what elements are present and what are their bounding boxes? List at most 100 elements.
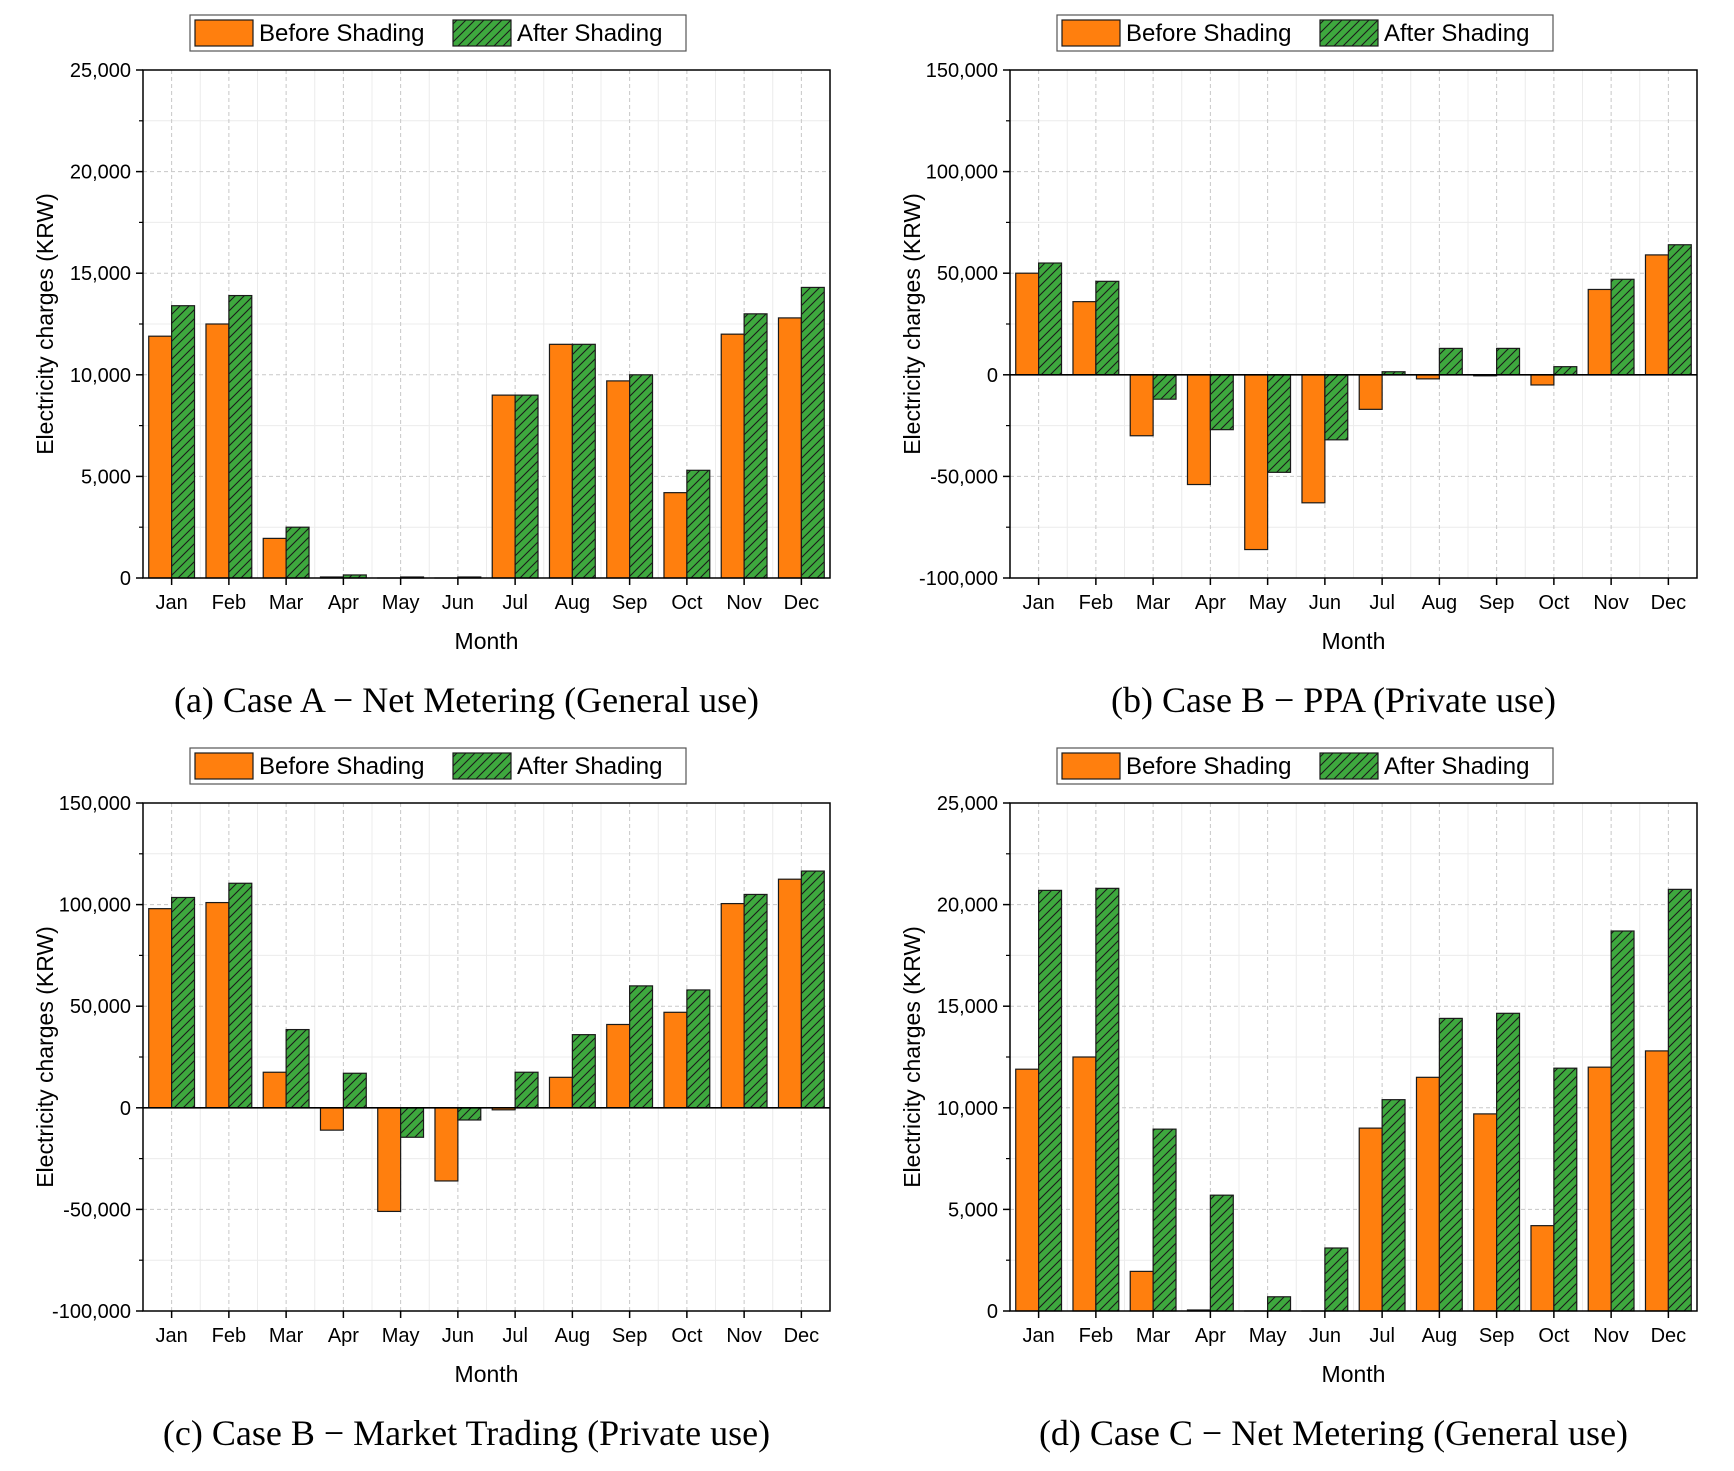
bar-after-shading-apr (1210, 1195, 1233, 1311)
bar-after-shading-jan (1039, 890, 1062, 1311)
bar-after-shading-may (1268, 375, 1291, 473)
x-tick-label: Jul (502, 1325, 528, 1347)
x-tick-label: May (1249, 1325, 1287, 1347)
y-tick-label: 150,000 (926, 60, 998, 82)
bar-before-shading-feb (206, 324, 229, 578)
x-tick-label: Dec (1651, 1325, 1687, 1347)
bar-after-shading-mar (286, 1030, 309, 1108)
x-tick-label: Mar (269, 1325, 304, 1347)
y-tick-label: -100,000 (52, 1301, 131, 1323)
x-tick-label: Jan (1023, 592, 1055, 614)
y-tick-label: 25,000 (937, 793, 998, 815)
y-tick-label: 15,000 (70, 263, 131, 285)
bar-after-shading-mar (286, 527, 309, 578)
bar-before-shading-mar (263, 538, 286, 578)
bar-after-shading-sep (1497, 348, 1520, 374)
y-tick-label: 0 (987, 365, 998, 387)
bar-before-shading-oct (1531, 375, 1554, 385)
bar-before-shading-feb (206, 903, 229, 1108)
bar-after-shading-sep (1497, 1013, 1520, 1311)
bar-after-shading-may (1268, 1297, 1291, 1311)
bar-before-shading-sep (607, 381, 630, 578)
bar-before-shading-jan (1016, 273, 1039, 375)
bar-before-shading-oct (664, 1012, 687, 1108)
bar-after-shading-oct (687, 470, 710, 578)
x-tick-label: Feb (1079, 1325, 1113, 1347)
y-tick-label: 10,000 (937, 1098, 998, 1120)
legend-swatch-before (195, 20, 253, 46)
x-axis-title: Month (455, 628, 519, 654)
bar-before-shading-jan (149, 909, 172, 1108)
chart-caption: (b) Case B − PPA (Private use) (1111, 680, 1556, 720)
y-tick-label: 50,000 (937, 263, 998, 285)
legend-label-after: After Shading (1384, 20, 1529, 47)
bar-after-shading-dec (1668, 889, 1691, 1311)
y-tick-label: 50,000 (70, 996, 131, 1018)
x-tick-label: Feb (212, 592, 246, 614)
bar-before-shading-dec (778, 318, 801, 578)
chart-caption: (d) Case C − Net Metering (General use) (1039, 1413, 1628, 1453)
x-tick-label: Apr (1195, 1325, 1226, 1347)
y-tick-label: 20,000 (937, 895, 998, 917)
bar-before-shading-oct (664, 493, 687, 578)
bar-after-shading-oct (687, 990, 710, 1108)
x-tick-label: Aug (1422, 592, 1458, 614)
x-tick-label: Jul (1369, 1325, 1395, 1347)
bar-after-shading-apr (1210, 375, 1233, 430)
bar-after-shading-dec (801, 871, 824, 1108)
x-tick-label: May (382, 1325, 420, 1347)
y-tick-label: 10,000 (70, 365, 131, 387)
bar-before-shading-aug (549, 1077, 572, 1107)
y-tick-label: 150,000 (59, 793, 131, 815)
x-tick-label: Apr (1195, 592, 1226, 614)
x-tick-label: Aug (1422, 1325, 1458, 1347)
x-tick-label: Apr (328, 1325, 359, 1347)
legend-swatch-after (453, 20, 511, 46)
bar-before-shading-jul (1359, 375, 1382, 410)
bar-after-shading-oct (1554, 1068, 1577, 1311)
bar-before-shading-jan (1016, 1069, 1039, 1311)
legend-swatch-after (453, 753, 511, 779)
bar-before-shading-oct (1531, 1226, 1554, 1311)
bar-before-shading-dec (1645, 1051, 1668, 1311)
bar-before-shading-apr (1187, 375, 1210, 485)
bar-before-shading-dec (778, 879, 801, 1108)
bar-after-shading-apr (343, 1073, 366, 1108)
bar-after-shading-oct (1554, 367, 1577, 375)
bar-after-shading-jun (1325, 1248, 1348, 1311)
bar-before-shading-mar (1130, 375, 1153, 436)
bar-before-shading-may (1245, 375, 1268, 550)
bar-before-shading-nov (1588, 289, 1611, 374)
x-axis-title: Month (1322, 1361, 1386, 1387)
x-axis-title: Month (455, 1361, 519, 1387)
bar-after-shading-nov (1611, 279, 1634, 375)
bar-after-shading-aug (572, 344, 595, 578)
bar-after-shading-jul (515, 1072, 538, 1108)
bar-after-shading-mar (1153, 375, 1176, 399)
bar-after-shading-feb (229, 883, 252, 1108)
legend-swatch-before (1062, 20, 1120, 46)
x-tick-label: Jul (1369, 592, 1395, 614)
x-tick-label: Sep (1479, 1325, 1515, 1347)
x-tick-label: Nov (726, 1325, 762, 1347)
bar-before-shading-feb (1073, 1057, 1096, 1311)
x-tick-label: Jun (1309, 592, 1341, 614)
bar-after-shading-aug (572, 1035, 595, 1108)
bar-before-shading-mar (263, 1072, 286, 1108)
bar-after-shading-aug (1439, 1018, 1462, 1311)
bar-after-shading-dec (1668, 245, 1691, 375)
bar-after-shading-jun (458, 1108, 481, 1120)
chart-caption: (c) Case B − Market Trading (Private use… (163, 1413, 770, 1453)
bar-after-shading-jul (515, 395, 538, 578)
y-tick-label: 100,000 (59, 895, 131, 917)
bar-before-shading-sep (607, 1024, 630, 1107)
x-tick-label: Mar (1136, 1325, 1171, 1347)
x-tick-label: Oct (1538, 1325, 1570, 1347)
y-axis-title: Electricity charges (KRW) (32, 193, 58, 455)
legend-swatch-before (1062, 753, 1120, 779)
legend-swatch-before (195, 753, 253, 779)
x-axis-title: Month (1322, 628, 1386, 654)
y-tick-label: 0 (987, 1301, 998, 1323)
